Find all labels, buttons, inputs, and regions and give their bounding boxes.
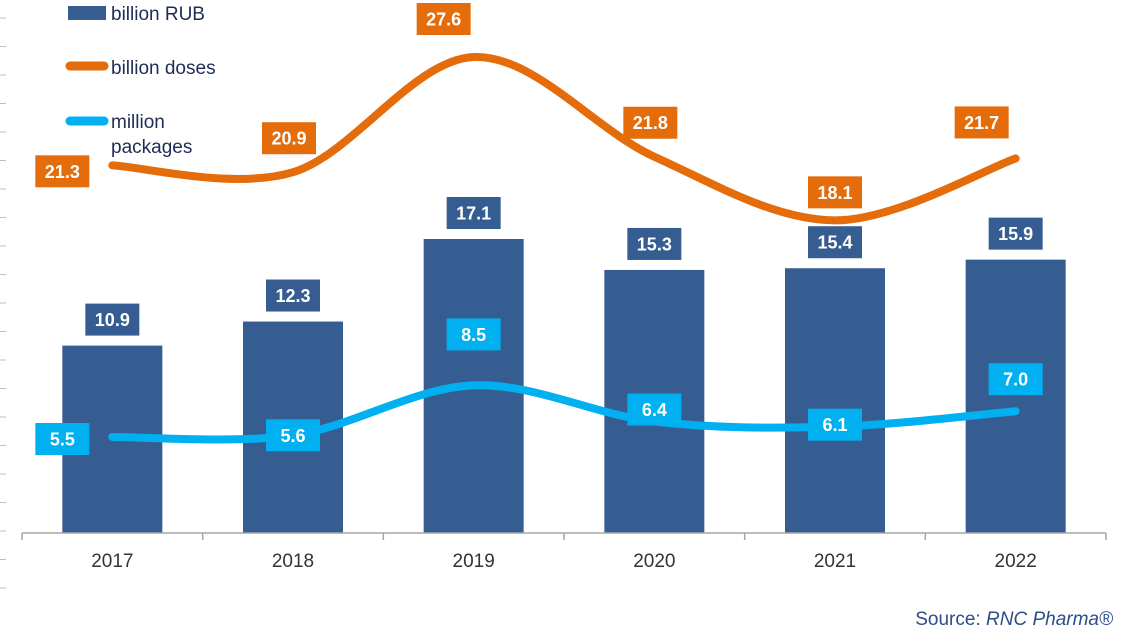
label-rub-2018-text: 12.3	[275, 286, 310, 306]
label-rub-2017-text: 10.9	[95, 310, 130, 330]
legend-swatch-billion-rub	[68, 6, 106, 20]
label-rub-2021-box	[808, 226, 862, 259]
x-tick-label-2021: 2021	[814, 551, 856, 572]
label-rub-2018: 12.3	[266, 279, 320, 312]
label-packages-2021-text: 6.1	[822, 415, 847, 435]
label-rub-2020-box	[627, 227, 682, 260]
label-packages-2022: 7.0	[988, 363, 1043, 396]
x-tick-label-2022: 2022	[995, 551, 1037, 572]
label-packages-2017-text: 5.5	[50, 430, 75, 450]
label-packages-2021: 6.1	[808, 408, 862, 441]
label-rub-2019-box	[446, 197, 501, 229]
label-packages-2019: 8.5	[446, 318, 501, 351]
label-packages-2018-text: 5.6	[280, 426, 305, 446]
label-doses-2022: 21.7	[954, 106, 1009, 139]
label-doses-2021-box	[808, 176, 862, 209]
label-doses-2022-box	[954, 106, 1009, 139]
label-doses-2017-box	[35, 155, 90, 188]
label-rub-2022: 15.9	[988, 217, 1043, 250]
label-doses-2017: 21.3	[35, 155, 90, 188]
label-rub-2017-box	[85, 303, 140, 336]
label-packages-2019-box	[446, 318, 501, 351]
label-doses-2018-text: 20.9	[271, 129, 306, 149]
label-rub-2021: 15.4	[808, 226, 862, 259]
legend-label-million-packages-line-2: packages	[111, 137, 192, 158]
label-rub-2017: 10.9	[85, 303, 140, 336]
label-doses-2019-text: 27.6	[426, 10, 461, 30]
label-rub-2020-text: 15.3	[637, 234, 672, 254]
label-rub-2019: 17.1	[446, 197, 501, 229]
label-doses-2019-box	[416, 3, 471, 35]
source-prefix: Source:	[915, 609, 981, 630]
x-tick-label-2018: 2018	[272, 551, 314, 572]
label-packages-2018-box	[266, 419, 320, 452]
label-packages-2017-box	[35, 423, 90, 455]
data-labels: 10.9 12.3 17.1 15.3 15.4 15.9 21.3 20.9 27.6 21.8…	[35, 3, 1043, 455]
label-doses-2018-box	[262, 122, 316, 155]
label-rub-2018-box	[266, 279, 320, 312]
label-doses-2021: 18.1	[808, 176, 862, 209]
line-billion-doses	[108, 52, 1020, 225]
x-axis-ticks: 2017 2018 2019 2020 2021 2022	[21, 533, 1107, 572]
legend-label-billion-doses: billion doses	[111, 58, 216, 79]
legend-label-million-packages: million packages	[111, 112, 192, 158]
label-rub-2019-text: 17.1	[456, 204, 491, 224]
x-tick-label-2019: 2019	[453, 551, 495, 572]
label-packages-2019-text: 8.5	[461, 325, 486, 345]
bar-2021	[785, 268, 885, 533]
legend: billion RUB billion doses million package…	[65, 4, 216, 158]
label-rub-2022-box	[988, 217, 1043, 250]
label-packages-2020: 6.4	[627, 393, 682, 426]
label-packages-2020-box	[627, 393, 682, 426]
legend-label-billion-rub: billion RUB	[111, 4, 205, 25]
bar-2022	[965, 259, 1066, 533]
x-tick-label-2017: 2017	[91, 551, 133, 572]
label-doses-2020-box	[623, 106, 678, 139]
label-rub-2021-text: 15.4	[817, 233, 852, 253]
label-packages-2021-box	[808, 408, 862, 441]
label-doses-2021-text: 18.1	[817, 183, 852, 203]
label-packages-2017: 5.5	[35, 423, 90, 455]
source-note: Source: RNC Pharma®	[915, 609, 1113, 631]
label-doses-2019: 27.6	[416, 3, 471, 35]
source-name: RNC Pharma®	[986, 609, 1113, 630]
bars-billion-rub	[62, 239, 1066, 533]
x-tick-label-2020: 2020	[633, 551, 675, 572]
label-doses-2017-text: 21.3	[45, 162, 80, 182]
label-doses-2022-text: 21.7	[964, 113, 999, 133]
label-rub-2022-text: 15.9	[998, 224, 1033, 244]
label-packages-2022-text: 7.0	[1003, 370, 1028, 390]
y-axis-ticks	[0, 17, 6, 589]
label-packages-2022-box	[988, 363, 1043, 396]
label-rub-2020: 15.3	[627, 227, 682, 260]
label-doses-2018: 20.9	[262, 122, 316, 155]
label-doses-2020: 21.8	[623, 106, 678, 139]
label-packages-2018: 5.6	[266, 419, 320, 452]
label-doses-2020-text: 21.8	[633, 113, 668, 133]
label-packages-2020-text: 6.4	[642, 400, 667, 420]
legend-label-million-packages-line-1: million	[111, 112, 165, 133]
